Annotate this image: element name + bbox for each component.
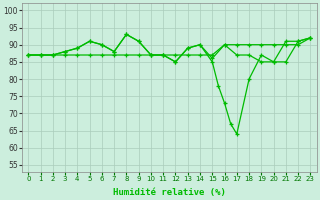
X-axis label: Humidité relative (%): Humidité relative (%) bbox=[113, 188, 226, 197]
